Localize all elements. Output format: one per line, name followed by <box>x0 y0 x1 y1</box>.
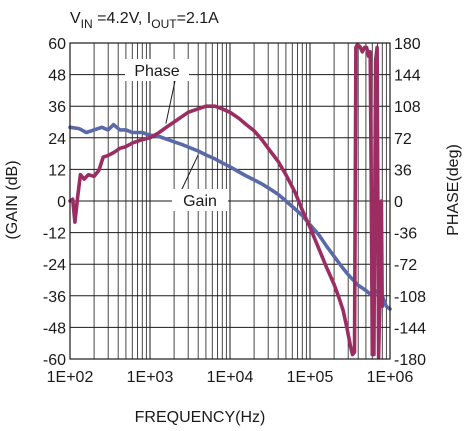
y-left-tick-label: 12 <box>48 162 66 179</box>
y-left-tick-label: 48 <box>48 68 66 85</box>
x-tick-label: 1E+05 <box>287 369 334 386</box>
y-right-tick-label: 144 <box>394 68 421 85</box>
y-right-tick-label: -144 <box>394 320 426 337</box>
title-i-subscript: OUT <box>151 17 177 31</box>
x-tick-label: 1E+03 <box>127 369 174 386</box>
x-axis-ticks: 1E+02 1E+03 1E+04 1E+05 1E+06 <box>47 369 414 386</box>
y-right-tick-label: 36 <box>394 162 412 179</box>
y-left-tick-label: 60 <box>48 36 66 53</box>
y-right-tick-label: 180 <box>394 36 421 53</box>
gain-annotation-box <box>172 189 228 211</box>
chart-title: VIN =4.2V, IOUT=2.1A <box>70 10 219 31</box>
y-left-tick-label: 24 <box>48 131 66 148</box>
gain-annotation-label: Gain <box>183 193 217 210</box>
title-v-subscript: IN <box>81 17 93 31</box>
series-layer <box>68 43 392 359</box>
series-line-gain <box>68 122 392 311</box>
y-left-tick-label: -36 <box>43 289 66 306</box>
phase-annotation-label: Phase <box>134 63 179 80</box>
y-left-axis-ticks: 60 48 36 24 12 0 -12 -24 -36 -48 -60 <box>43 36 66 369</box>
y-left-tick-label: -24 <box>43 257 66 274</box>
gain-annotation-leader <box>181 154 199 190</box>
y-right-tick-label: -180 <box>394 352 426 369</box>
y-right-axis-label: PHASE(deg) <box>445 144 462 236</box>
y-right-axis-ticks: 180 144 108 72 36 0 -36 -72 -108 -144 -180 <box>394 36 426 369</box>
y-left-tick-label: -12 <box>43 226 66 243</box>
title-i-value: =2.1A <box>177 10 220 27</box>
title-v-value: =4.2V, I <box>93 10 152 27</box>
phase-annotation-leader <box>165 80 176 124</box>
series-line-phase <box>68 43 384 359</box>
y-right-tick-label: -36 <box>394 226 417 243</box>
y-right-tick-label: 72 <box>394 131 412 148</box>
title-v: V <box>70 10 81 27</box>
y-left-axis-label: (GAIN (dB) <box>4 160 21 239</box>
x-tick-label: 1E+06 <box>367 369 414 386</box>
plot-frame <box>69 42 391 360</box>
x-axis-label: FREQUENCY(Hz) <box>135 409 266 426</box>
y-left-tick-label: -48 <box>43 320 66 337</box>
y-right-tick-label: -108 <box>394 289 426 306</box>
y-left-tick-label: 0 <box>57 194 66 211</box>
y-right-tick-label: -72 <box>394 257 417 274</box>
x-tick-label: 1E+04 <box>207 369 254 386</box>
x-tick-label: 1E+02 <box>47 369 94 386</box>
y-left-tick-label: -60 <box>43 352 66 369</box>
y-right-tick-label: 0 <box>394 194 403 211</box>
annotations: Phase Gain <box>125 59 228 211</box>
y-left-tick-label: 36 <box>48 99 66 116</box>
y-right-tick-label: 108 <box>394 99 421 116</box>
phase-annotation-box <box>125 59 189 81</box>
